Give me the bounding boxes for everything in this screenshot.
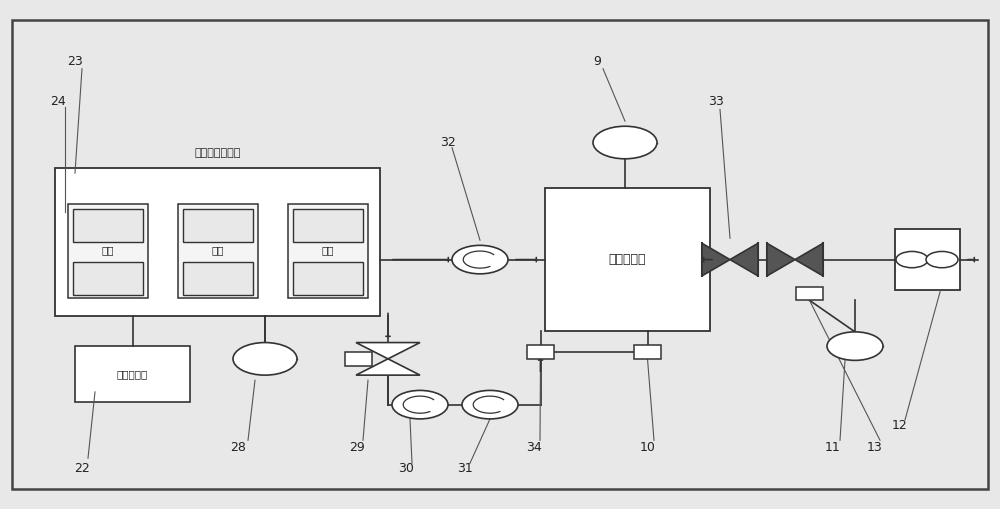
Text: 29: 29: [349, 441, 365, 455]
Text: 10: 10: [640, 441, 656, 455]
Text: 34: 34: [526, 441, 542, 455]
Bar: [545, 188, 710, 331]
Circle shape: [452, 245, 508, 274]
Bar: [527, 345, 554, 359]
Circle shape: [233, 343, 297, 375]
Polygon shape: [702, 243, 730, 276]
Bar: [75, 346, 190, 402]
Circle shape: [896, 251, 928, 268]
Bar: [634, 345, 661, 359]
Circle shape: [392, 390, 448, 419]
Text: 固体氧罐及组件: 固体氧罐及组件: [194, 148, 241, 158]
Text: 31: 31: [457, 462, 473, 475]
Bar: [293, 262, 363, 295]
Text: 9: 9: [593, 54, 601, 68]
Polygon shape: [730, 243, 758, 276]
Text: 氧罐: 氧罐: [322, 245, 334, 256]
Bar: [293, 209, 363, 242]
Bar: [73, 209, 143, 242]
Polygon shape: [356, 359, 420, 375]
Circle shape: [827, 332, 883, 360]
Bar: [183, 209, 253, 242]
Bar: [288, 204, 368, 298]
Bar: [73, 262, 143, 295]
Bar: [183, 262, 253, 295]
Text: 28: 28: [230, 441, 246, 455]
Text: 氧气缓冲罐: 氧气缓冲罐: [609, 253, 646, 266]
Polygon shape: [356, 343, 420, 359]
Text: 13: 13: [867, 441, 883, 455]
Text: 24: 24: [50, 95, 66, 108]
Text: 33: 33: [708, 95, 724, 108]
Bar: [68, 204, 148, 298]
Bar: [345, 352, 372, 366]
Bar: [796, 287, 823, 300]
Circle shape: [462, 390, 518, 419]
Text: 23: 23: [67, 54, 83, 68]
Circle shape: [593, 126, 657, 159]
Text: 12: 12: [892, 418, 908, 432]
Text: 11: 11: [825, 441, 841, 455]
Polygon shape: [795, 243, 823, 276]
Bar: [895, 229, 960, 290]
Polygon shape: [767, 243, 795, 276]
Text: 电控激发器: 电控激发器: [117, 369, 148, 379]
Bar: [178, 204, 258, 298]
Text: 氧罐: 氧罐: [212, 245, 224, 256]
Text: 氧罐: 氧罐: [102, 245, 114, 256]
Text: 32: 32: [440, 136, 456, 149]
Text: 30: 30: [398, 462, 414, 475]
Circle shape: [926, 251, 958, 268]
Text: 22: 22: [74, 462, 90, 475]
Bar: [55, 168, 380, 316]
